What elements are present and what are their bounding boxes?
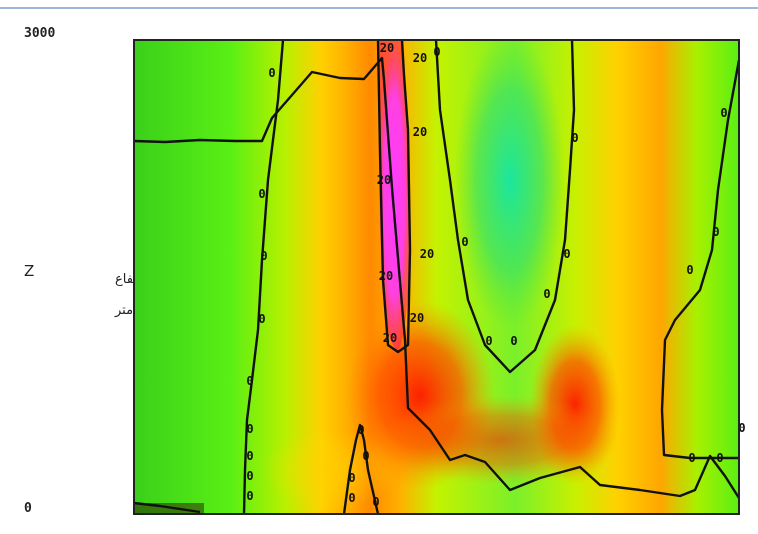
heatmap-red-floor (380, 395, 620, 485)
heatmap-field (134, 40, 739, 514)
contour-label-25: 0 (246, 469, 253, 483)
contour-label-23: 0 (246, 422, 253, 436)
contour-label-17: 0 (485, 334, 492, 348)
contour-label-28: 0 (362, 449, 369, 463)
contour-label-31: 0 (372, 495, 379, 509)
contour-label-30: 0 (348, 491, 355, 505)
contour-label-7: 20 (383, 331, 397, 345)
contour-label-13: 0 (258, 312, 265, 326)
y-tick-bottom: 0 (24, 501, 32, 516)
contour-label-8: 0 (433, 45, 440, 59)
contour-label-26: 0 (246, 489, 253, 503)
contour-label-3: 20 (377, 173, 391, 187)
contour-label-1: 20 (413, 51, 427, 65)
contour-label-34: 0 (716, 451, 723, 465)
contour-label-12: 0 (260, 249, 267, 263)
contour-zero-inner (434, 39, 576, 374)
contour-label-33: 0 (688, 451, 695, 465)
contour-label-21: 0 (686, 263, 693, 277)
contour-label-16: 0 (563, 247, 570, 261)
heatmap-cyan-region (455, 40, 565, 330)
contour-label-4: 20 (420, 247, 434, 261)
contour-label-29: 0 (348, 471, 355, 485)
contour-label-11: 0 (258, 187, 265, 201)
contour-label-27: 0 (357, 423, 364, 437)
contour-label-18: 0 (510, 334, 517, 348)
contour-label-15: 0 (543, 287, 550, 301)
contour-zero-spike (342, 423, 380, 515)
plot-border (133, 39, 740, 515)
contour-label-20: 0 (712, 225, 719, 239)
contour-label-5: 20 (379, 269, 393, 283)
contour-label-14: 0 (461, 235, 468, 249)
contour-label-2: 20 (413, 125, 427, 139)
contour-lines (133, 39, 741, 515)
contour-magenta-outline (376, 39, 412, 354)
contour-zero-left (242, 39, 285, 515)
contour-label-6: 20 (410, 311, 424, 325)
contour-label-0: 20 (380, 41, 394, 55)
contour-label-10: 0 (571, 131, 578, 145)
contour-label-22: 0 (246, 374, 253, 388)
y-axis-label: Z (24, 262, 34, 280)
contour-dark-corner (133, 501, 201, 514)
contour-label-32: 0 (738, 421, 745, 435)
contour-label-24: 0 (246, 449, 253, 463)
y-tick-top: 3000 (24, 26, 55, 41)
contour-label-19: 0 (720, 106, 727, 120)
contour-label-9: 0 (268, 66, 275, 80)
contour-zero-right (660, 59, 741, 460)
contour-top-boundary (133, 56, 741, 499)
